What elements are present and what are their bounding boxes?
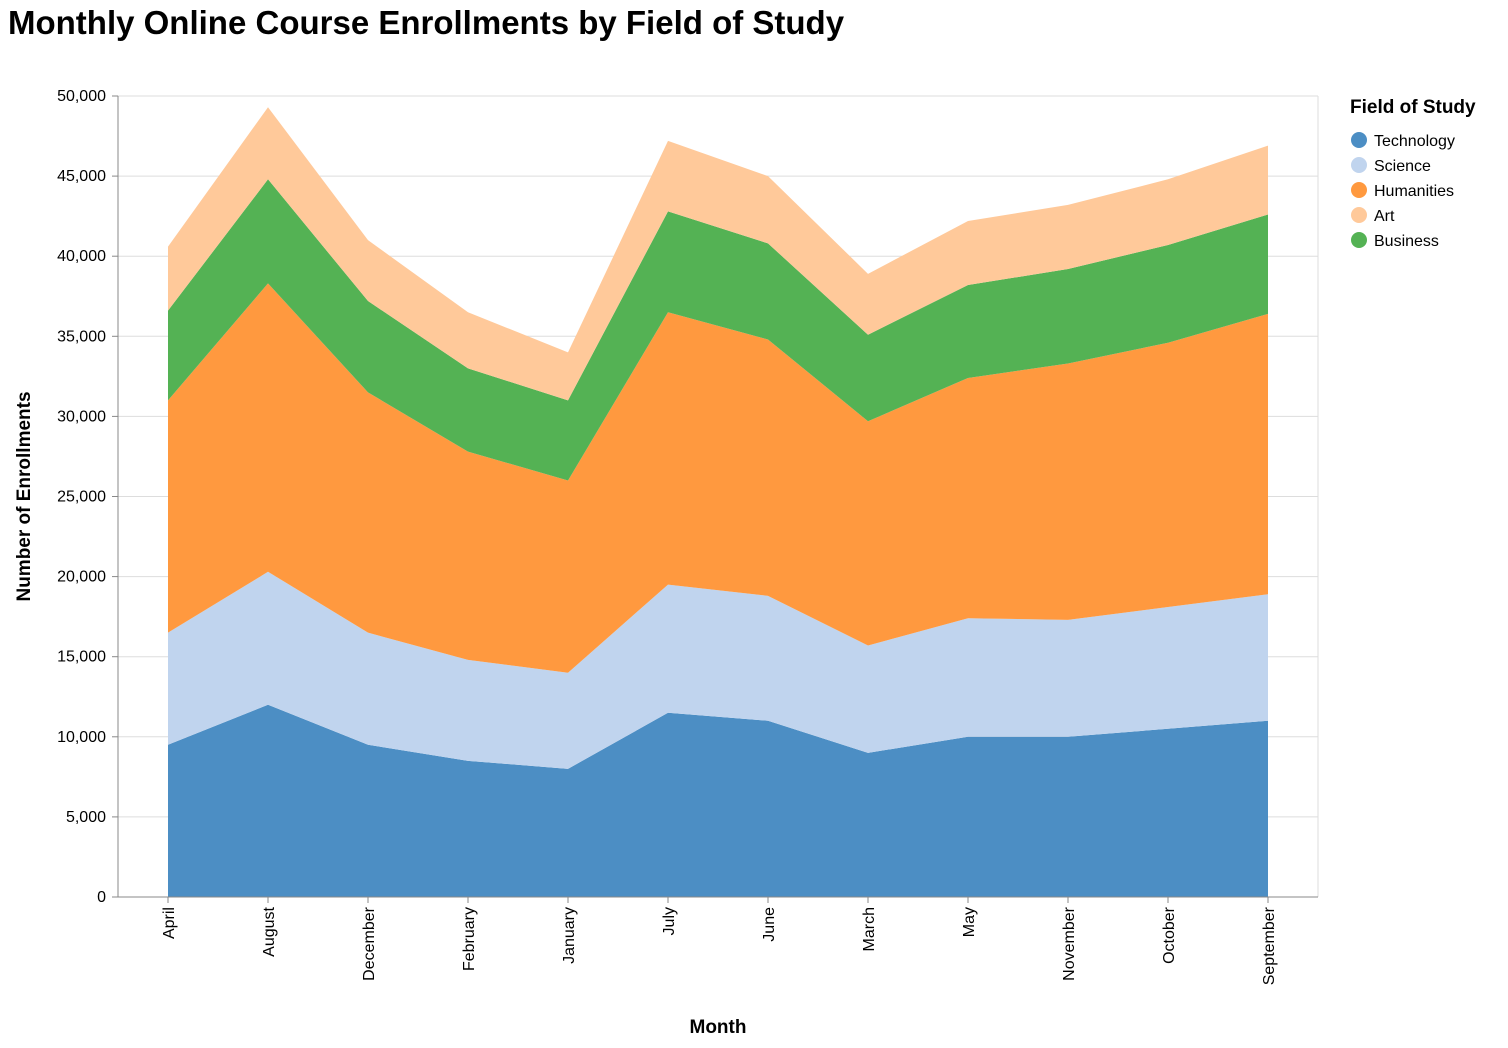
legend-label-humanities: Humanities (1374, 183, 1454, 200)
area-technology (168, 704, 1268, 897)
x-tick-label-10: October (1161, 906, 1178, 964)
x-tick-label-9: November (1061, 906, 1078, 980)
x-tick-label-5: July (661, 907, 678, 935)
x-tick-label-8: May (961, 907, 978, 937)
y-tick-label-1: 5,000 (66, 809, 106, 826)
legend-label-business: Business (1374, 233, 1439, 250)
legend-title: Field of Study (1350, 97, 1476, 118)
legend: Field of Study Technology Science Humanitie… (1350, 97, 1476, 250)
y-tick-label-9: 45,000 (57, 168, 106, 185)
legend-swatch-business (1351, 232, 1367, 248)
x-tick-label-4: January (561, 907, 578, 964)
legend-swatch-humanities (1351, 182, 1367, 198)
legend-label-technology: Technology (1374, 133, 1455, 150)
y-axis-title: Number of Enrollments (14, 391, 35, 601)
x-tick-label-3: February (461, 907, 478, 971)
x-tick-label-1: August (261, 906, 278, 956)
legend-label-art: Art (1374, 208, 1395, 225)
area-science (168, 571, 1268, 769)
legend-swatch-technology (1351, 132, 1367, 148)
y-tick-label-4: 20,000 (57, 569, 106, 586)
x-tick-label-2: December (361, 906, 378, 980)
y-tick-label-8: 40,000 (57, 248, 106, 265)
x-tick-label-6: June (761, 907, 778, 942)
area-business (168, 179, 1268, 481)
chart-title: Monthly Online Course Enrollments by Fie… (8, 4, 845, 41)
area-humanities (168, 283, 1268, 673)
y-tick-label-3: 15,000 (57, 649, 106, 666)
x-axis-title: Month (690, 1017, 747, 1038)
x-tick-label-7: March (861, 907, 878, 951)
y-tick-label-7: 35,000 (57, 328, 106, 345)
x-tick-label-0: April (161, 907, 178, 939)
y-tick-label-6: 30,000 (57, 408, 106, 425)
legend-label-science: Science (1374, 158, 1431, 175)
y-tick-label-5: 25,000 (57, 489, 106, 506)
stacked-areas (168, 107, 1268, 897)
axes: 0 5,000 10,000 15,000 20,000 25,000 30,000 35,0… (14, 88, 1318, 1038)
y-tick-label-10: 50,000 (57, 88, 106, 105)
legend-swatch-science (1351, 157, 1367, 173)
area-art (168, 107, 1268, 401)
y-tick-label-0: 0 (97, 889, 106, 906)
legend-swatch-art (1351, 207, 1367, 223)
x-tick-label-11: September (1261, 906, 1278, 985)
y-tick-label-2: 10,000 (57, 729, 106, 746)
